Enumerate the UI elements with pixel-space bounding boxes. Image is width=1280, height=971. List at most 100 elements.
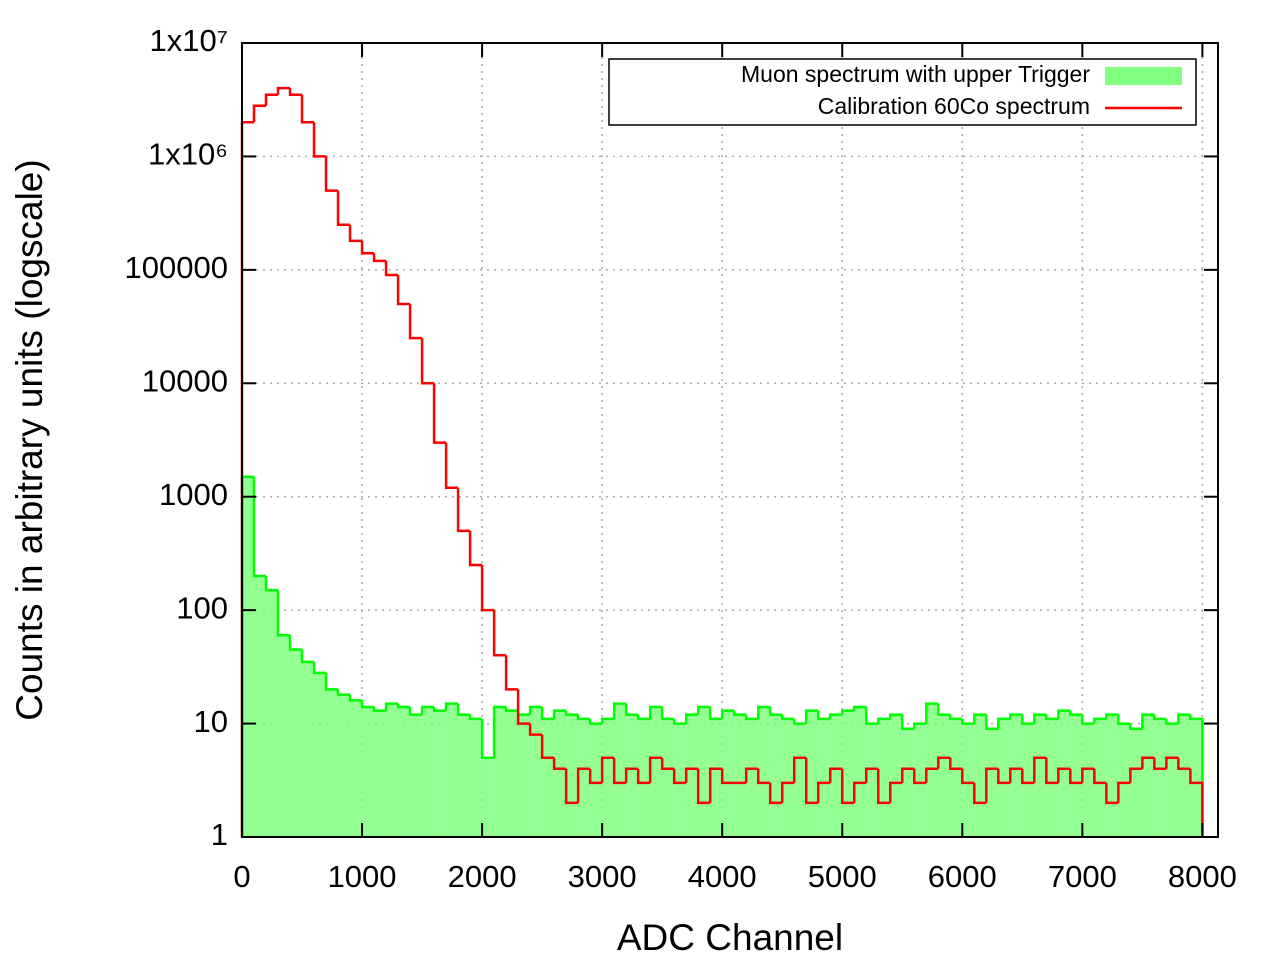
histogram-step bbox=[384, 702, 399, 711]
bar bbox=[854, 706, 867, 837]
bar bbox=[446, 703, 459, 837]
histogram-step bbox=[1069, 710, 1083, 716]
bar bbox=[746, 718, 759, 837]
histogram-step bbox=[252, 104, 267, 123]
histogram-step bbox=[792, 718, 807, 725]
histogram-step bbox=[264, 93, 279, 106]
histogram-step bbox=[732, 710, 747, 716]
histogram-step bbox=[1153, 714, 1167, 721]
histogram-step bbox=[1009, 767, 1023, 783]
histogram-step bbox=[1153, 757, 1167, 770]
bar bbox=[1094, 718, 1107, 837]
bar bbox=[926, 703, 939, 837]
histogram-step bbox=[937, 756, 951, 769]
histogram-step bbox=[708, 706, 723, 721]
x-tick-label: 0 bbox=[233, 859, 250, 894]
bar bbox=[950, 718, 963, 837]
histogram-step bbox=[756, 768, 771, 785]
x-tick-label: 3000 bbox=[568, 859, 637, 894]
bar bbox=[962, 723, 975, 837]
histogram-step bbox=[925, 702, 939, 724]
histogram-step bbox=[840, 768, 855, 805]
histogram-step bbox=[877, 768, 891, 805]
bar bbox=[638, 718, 651, 837]
histogram-step bbox=[816, 710, 831, 721]
legend-label: Muon spectrum with upper Trigger bbox=[741, 61, 1090, 87]
histogram-step bbox=[973, 713, 987, 724]
histogram-step bbox=[853, 781, 867, 803]
histogram-step bbox=[780, 781, 795, 803]
histogram-step bbox=[925, 767, 939, 783]
histogram-step bbox=[1141, 756, 1155, 769]
bar bbox=[494, 706, 507, 837]
histogram-step bbox=[660, 757, 675, 770]
y-tick-label: 1x10⁶ bbox=[148, 137, 228, 172]
histogram-step bbox=[1129, 767, 1143, 783]
bar bbox=[278, 635, 291, 837]
histogram-step bbox=[360, 700, 375, 709]
histogram-step bbox=[444, 702, 459, 711]
bar bbox=[362, 706, 375, 837]
histogram-step bbox=[1033, 756, 1047, 783]
histogram-step bbox=[720, 768, 735, 785]
histogram-step bbox=[949, 757, 963, 770]
bar bbox=[902, 728, 915, 837]
histogram-step bbox=[708, 767, 723, 803]
histogram-step bbox=[588, 768, 603, 785]
histogram-step bbox=[396, 703, 411, 709]
bar bbox=[710, 718, 723, 837]
histogram-step bbox=[1177, 757, 1191, 770]
histogram-step bbox=[480, 565, 495, 612]
histogram-step bbox=[1093, 768, 1107, 785]
histogram-step bbox=[672, 718, 687, 725]
histogram-step bbox=[516, 689, 531, 725]
histogram-step bbox=[372, 706, 387, 712]
bar bbox=[326, 689, 339, 837]
bar bbox=[266, 590, 279, 837]
histogram-step bbox=[865, 767, 879, 783]
y-axis-label: Counts in arbitrary units (logscale) bbox=[9, 159, 50, 720]
histogram-step bbox=[985, 714, 999, 731]
histogram-step bbox=[961, 768, 975, 785]
bar bbox=[530, 706, 543, 837]
y-tick-label: 100000 bbox=[125, 250, 228, 285]
bar bbox=[1010, 714, 1023, 837]
histogram-step bbox=[324, 672, 339, 691]
histogram-step bbox=[1105, 782, 1119, 805]
bar bbox=[386, 703, 399, 837]
histogram-step bbox=[985, 767, 999, 803]
histogram-step bbox=[600, 756, 615, 783]
histogram-step bbox=[648, 705, 663, 719]
legend-label: Calibration 60Co spectrum bbox=[818, 93, 1090, 119]
histogram-step bbox=[1177, 713, 1191, 724]
bar bbox=[518, 714, 531, 837]
bar bbox=[542, 718, 555, 837]
bar bbox=[614, 703, 627, 837]
histogram-step bbox=[456, 703, 471, 716]
x-tick-label: 5000 bbox=[808, 859, 877, 894]
histogram-step bbox=[444, 442, 459, 489]
bar bbox=[314, 672, 327, 837]
histogram-step bbox=[420, 705, 435, 715]
bar bbox=[818, 718, 831, 837]
histogram-step bbox=[492, 610, 507, 657]
histogram-step bbox=[913, 722, 927, 729]
histogram-step bbox=[408, 304, 423, 340]
bar bbox=[1154, 718, 1167, 837]
histogram-step bbox=[384, 260, 399, 277]
histogram-step bbox=[324, 156, 339, 192]
histogram-step bbox=[913, 768, 927, 785]
plot-frame bbox=[241, 42, 1219, 838]
histogram-step bbox=[360, 240, 375, 255]
histogram-step bbox=[792, 756, 807, 783]
bar bbox=[998, 718, 1011, 837]
bar bbox=[782, 718, 795, 837]
histogram-step bbox=[804, 757, 819, 805]
histogram-step bbox=[468, 714, 483, 721]
histogram-step bbox=[372, 253, 387, 263]
histogram-step bbox=[576, 767, 591, 803]
histogram-step bbox=[1045, 714, 1059, 721]
histogram-step bbox=[348, 224, 363, 243]
histogram-step bbox=[336, 689, 351, 696]
